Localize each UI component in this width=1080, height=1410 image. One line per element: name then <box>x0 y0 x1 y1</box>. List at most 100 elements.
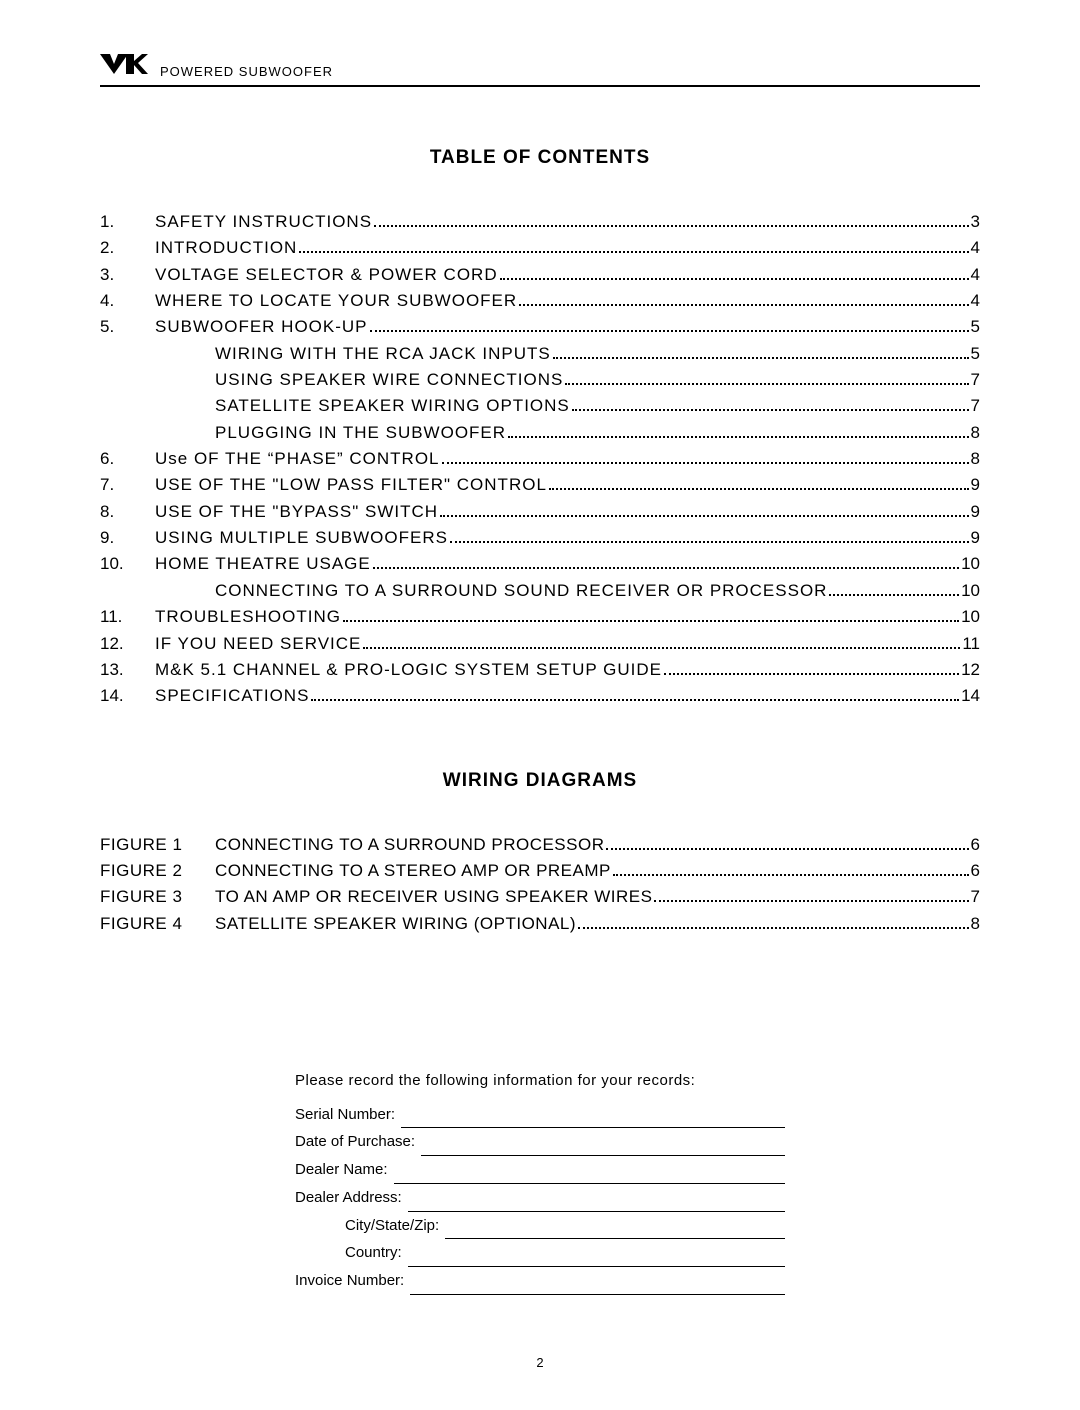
toc-row: 12.IF YOU NEED SERVICE11 <box>100 631 980 657</box>
record-field-row: Serial Number: <box>295 1101 785 1129</box>
record-field-label: Date of Purchase: <box>295 1128 421 1156</box>
toc-number: 9. <box>100 525 155 551</box>
toc-page: 9 <box>971 472 980 498</box>
toc-page: 10 <box>961 604 980 630</box>
toc-row: 14.SPECIFICATIONS14 <box>100 683 980 709</box>
record-field-input[interactable] <box>408 1197 785 1212</box>
toc-leader-dots <box>363 647 960 649</box>
toc-label: WIRING WITH THE RCA JACK INPUTS <box>155 341 551 367</box>
toc-leader-dots <box>572 409 969 411</box>
toc-number: 5. <box>100 314 155 340</box>
record-field-input[interactable] <box>410 1280 785 1295</box>
record-field-input[interactable] <box>421 1141 785 1156</box>
toc-label: INTRODUCTION <box>155 235 297 261</box>
toc-leader-dots <box>370 330 969 332</box>
toc-row: WIRING WITH THE RCA JACK INPUTS5 <box>100 341 980 367</box>
toc-label: USE OF THE "BYPASS" SWITCH <box>155 499 438 525</box>
figure-leader-dots <box>578 927 969 929</box>
record-field-label: Dealer Name: <box>295 1156 394 1184</box>
toc-row: 6.Use OF THE “PHASE” CONTROL8 <box>100 446 980 472</box>
toc-leader-dots <box>442 462 969 464</box>
record-field-label: City/State/Zip: <box>345 1212 445 1240</box>
toc-page: 5 <box>971 314 980 340</box>
toc-row: 4.WHERE TO LOCATE YOUR SUBWOOFER4 <box>100 288 980 314</box>
toc-label: CONNECTING TO A SURROUND SOUND RECEIVER … <box>155 578 827 604</box>
toc-page: 11 <box>962 631 980 657</box>
toc-row: 13.M&K 5.1 CHANNEL & PRO-LOGIC SYSTEM SE… <box>100 657 980 683</box>
record-field-label: Country: <box>345 1239 408 1267</box>
toc-number: 13. <box>100 657 155 683</box>
toc-leader-dots <box>374 225 968 227</box>
table-of-contents: 1.SAFETY INSTRUCTIONS32.INTRODUCTION43.V… <box>100 209 980 710</box>
toc-leader-dots <box>508 436 968 438</box>
figure-page: 7 <box>971 884 980 910</box>
record-field-label: Serial Number: <box>295 1101 401 1129</box>
header-product-line: POWERED SUBWOOFER <box>160 64 333 81</box>
record-field-row: Invoice Number: <box>295 1267 785 1295</box>
toc-page: 9 <box>971 525 980 551</box>
toc-leader-dots <box>440 515 968 517</box>
toc-label: USING SPEAKER WIRE CONNECTIONS <box>155 367 563 393</box>
figure-row: FIGURE 1CONNECTING TO A SURROUND PROCESS… <box>100 832 980 858</box>
toc-page: 10 <box>961 578 980 604</box>
toc-number: 6. <box>100 446 155 472</box>
toc-page: 4 <box>971 235 980 261</box>
toc-number: 2. <box>100 235 155 261</box>
toc-leader-dots <box>299 251 968 253</box>
figure-leader-dots <box>606 848 968 850</box>
figure-label: FIGURE 1 <box>100 832 215 858</box>
figure-row: FIGURE 3TO AN AMP OR RECEIVER USING SPEA… <box>100 884 980 910</box>
toc-label: SAFETY INSTRUCTIONS <box>155 209 372 235</box>
records-section: Please record the following information … <box>295 1067 785 1295</box>
figure-leader-dots <box>613 874 969 876</box>
toc-page: 4 <box>971 262 980 288</box>
toc-page: 8 <box>971 420 980 446</box>
figure-label: FIGURE 4 <box>100 911 215 937</box>
toc-row: SATELLITE SPEAKER WIRING OPTIONS7 <box>100 393 980 419</box>
record-field-input[interactable] <box>394 1169 785 1184</box>
toc-leader-dots <box>553 357 969 359</box>
figure-title: CONNECTING TO A STEREO AMP OR PREAMP <box>215 858 611 884</box>
toc-row: 3.VOLTAGE SELECTOR & POWER CORD4 <box>100 262 980 288</box>
figure-page: 6 <box>971 832 980 858</box>
toc-row: CONNECTING TO A SURROUND SOUND RECEIVER … <box>100 578 980 604</box>
figure-title: SATELLITE SPEAKER WIRING (OPTIONAL) <box>215 911 576 937</box>
toc-label: WHERE TO LOCATE YOUR SUBWOOFER <box>155 288 517 314</box>
figure-row: FIGURE 4SATELLITE SPEAKER WIRING (OPTION… <box>100 911 980 937</box>
toc-label: SATELLITE SPEAKER WIRING OPTIONS <box>155 393 570 419</box>
toc-row: 7.USE OF THE "LOW PASS FILTER" CONTROL9 <box>100 472 980 498</box>
toc-leader-dots <box>450 541 969 543</box>
record-field-label: Dealer Address: <box>295 1184 408 1212</box>
toc-label: HOME THEATRE USAGE <box>155 551 371 577</box>
toc-leader-dots <box>500 278 969 280</box>
toc-row: 8.USE OF THE "BYPASS" SWITCH 9 <box>100 499 980 525</box>
toc-leader-dots <box>829 594 959 596</box>
toc-number: 1. <box>100 209 155 235</box>
figure-title: TO AN AMP OR RECEIVER USING SPEAKER WIRE… <box>215 884 652 910</box>
toc-leader-dots <box>373 567 959 569</box>
records-intro: Please record the following information … <box>295 1067 785 1095</box>
page: POWERED SUBWOOFER TABLE OF CONTENTS 1.SA… <box>0 0 1080 1410</box>
toc-label: SUBWOOFER HOOK-UP <box>155 314 368 340</box>
record-field-input[interactable] <box>408 1252 785 1267</box>
record-field-input[interactable] <box>401 1113 785 1128</box>
toc-number: 10. <box>100 551 155 577</box>
toc-page: 9 <box>971 499 980 525</box>
toc-row: 10.HOME THEATRE USAGE 10 <box>100 551 980 577</box>
toc-label: PLUGGING IN THE SUBWOOFER <box>155 420 506 446</box>
toc-row: USING SPEAKER WIRE CONNECTIONS7 <box>100 367 980 393</box>
record-field-input[interactable] <box>445 1224 785 1239</box>
toc-number: 8. <box>100 499 155 525</box>
toc-page: 10 <box>961 551 980 577</box>
toc-label: TROUBLESHOOTING <box>155 604 341 630</box>
figure-leader-dots <box>654 900 968 902</box>
figure-title: CONNECTING TO A SURROUND PROCESSOR <box>215 832 604 858</box>
figure-page: 6 <box>971 858 980 884</box>
record-field-row: Dealer Name: <box>295 1156 785 1184</box>
toc-number: 12. <box>100 631 155 657</box>
toc-page: 8 <box>971 446 980 472</box>
mk-logo-icon <box>100 50 148 81</box>
toc-row: 11.TROUBLESHOOTING10 <box>100 604 980 630</box>
toc-label: USING MULTIPLE SUBWOOFERS <box>155 525 448 551</box>
toc-leader-dots <box>343 620 959 622</box>
